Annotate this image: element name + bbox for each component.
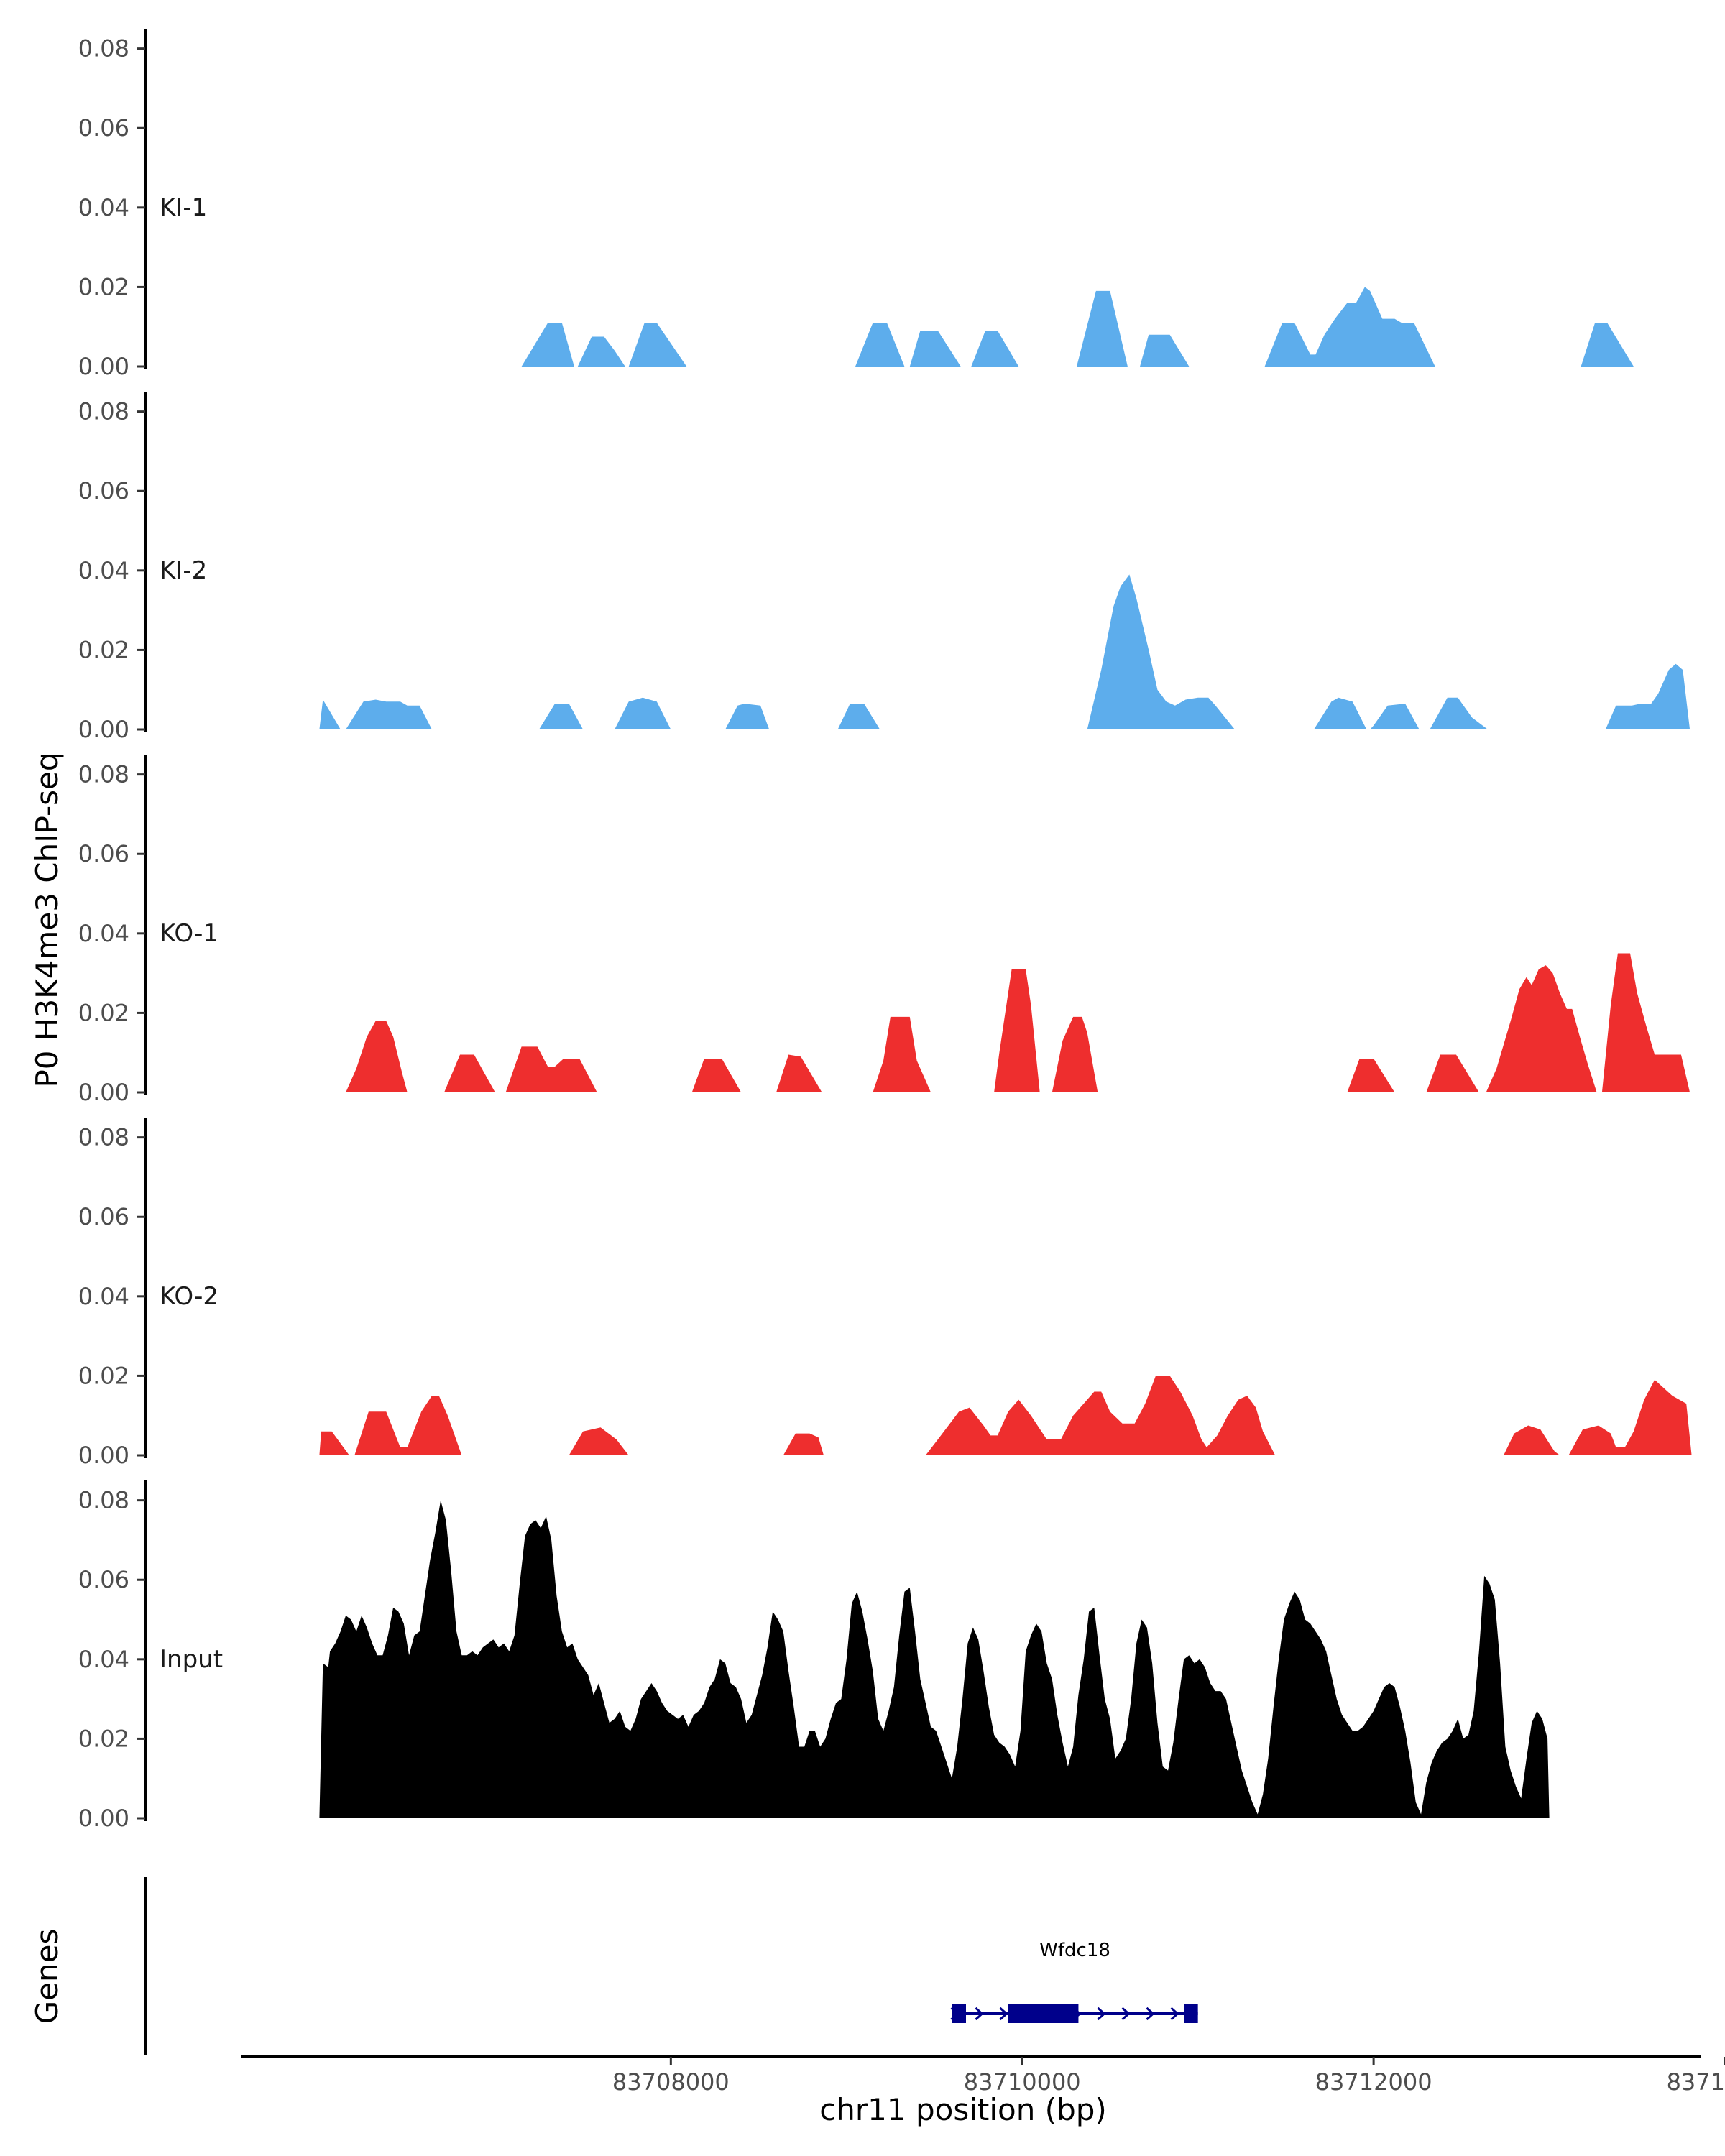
gene-exon <box>1008 2004 1079 2023</box>
strand-arrow <box>1170 2007 1179 2021</box>
y-tick-label: 0.04 <box>78 194 129 221</box>
track-panel: 0.00 0.02 0.04 0.06 0.08 KO-2 <box>78 1118 1692 1469</box>
gene-exon <box>1184 2004 1198 2023</box>
y-tick-label: 0.02 <box>78 636 129 663</box>
track-panel: 0.00 0.02 0.04 0.06 0.08 Input <box>78 1480 1550 1832</box>
y-tick-label: 0.06 <box>78 477 129 505</box>
strand-arrow <box>975 2007 984 2021</box>
strand-arrow <box>1146 2007 1155 2021</box>
y-tick-label: 0.02 <box>78 999 129 1026</box>
track-panel: 0.00 0.02 0.04 0.06 0.08 KI-1 <box>78 29 1634 380</box>
track-label: KI-2 <box>160 556 207 585</box>
y-tick-label: 0.06 <box>78 1566 129 1593</box>
gene-name-label: Wfdc18 <box>1039 1940 1110 1961</box>
y-tick-label: 0.08 <box>78 398 129 425</box>
gene-exon <box>952 2004 966 2023</box>
y-tick-label: 0.00 <box>78 1442 129 1469</box>
y-tick-label: 0.02 <box>78 273 129 300</box>
y-tick-label: 0.06 <box>78 114 129 142</box>
x-tick-label: 83714000 <box>1667 2068 1725 2096</box>
y-tick-label: 0.00 <box>78 716 129 743</box>
signal-area <box>346 953 1690 1092</box>
signal-area <box>319 1376 1692 1455</box>
genes-track-title: Genes <box>29 1929 65 2024</box>
y-tick-label: 0.08 <box>78 1124 129 1151</box>
y-tick-label: 0.00 <box>78 1079 129 1106</box>
y-tick-label: 0.04 <box>78 1283 129 1310</box>
signal-panels: 0.00 0.02 0.04 0.06 0.08 KI-1 0.00 0.02 0.04 0.06… <box>78 29 1692 1832</box>
gene-track: Wfdc18 83708000 83710000 83712000 83714000 <box>144 1877 1725 2096</box>
y-tick-label: 0.08 <box>78 35 129 63</box>
x-tick-label: 83710000 <box>964 2068 1081 2096</box>
y-tick-label: 0.00 <box>78 1805 129 1832</box>
track-label: KO-1 <box>160 919 218 948</box>
y-tick-label: 0.08 <box>78 1487 129 1514</box>
strand-arrow <box>1097 2007 1106 2021</box>
y-tick-label: 0.02 <box>78 1362 129 1389</box>
strand-arrow <box>999 2007 1008 2021</box>
track-panel: 0.00 0.02 0.04 0.06 0.08 KI-2 <box>78 392 1690 743</box>
signal-area <box>319 574 1690 729</box>
y-tick-label: 0.04 <box>78 557 129 584</box>
signal-area <box>319 1500 1550 1818</box>
track-label: Input <box>160 1645 223 1674</box>
track-panel: 0.00 0.02 0.04 0.06 0.08 KO-1 <box>78 755 1690 1106</box>
y-tick-label: 0.04 <box>78 1646 129 1673</box>
y-tick-label: 0.00 <box>78 353 129 380</box>
gene-model: Wfdc18 <box>950 1940 1198 2023</box>
y-tick-label: 0.06 <box>78 1203 129 1230</box>
signal-area <box>521 287 1634 367</box>
y-tick-label: 0.08 <box>78 761 129 788</box>
x-tick-label: 83708000 <box>612 2068 730 2096</box>
track-label: KI-1 <box>160 193 207 222</box>
strand-arrow <box>1121 2007 1131 2021</box>
y-tick-label: 0.02 <box>78 1725 129 1752</box>
y-tick-label: 0.06 <box>78 840 129 867</box>
y-tick-label: 0.04 <box>78 920 129 947</box>
x-axis-title: chr11 position (bp) <box>819 2092 1107 2127</box>
x-tick-label: 83712000 <box>1315 2068 1432 2096</box>
y-axis-title: P0 H3K4me3 ChIP-seq <box>29 752 65 1087</box>
track-label: KO-2 <box>160 1282 218 1311</box>
